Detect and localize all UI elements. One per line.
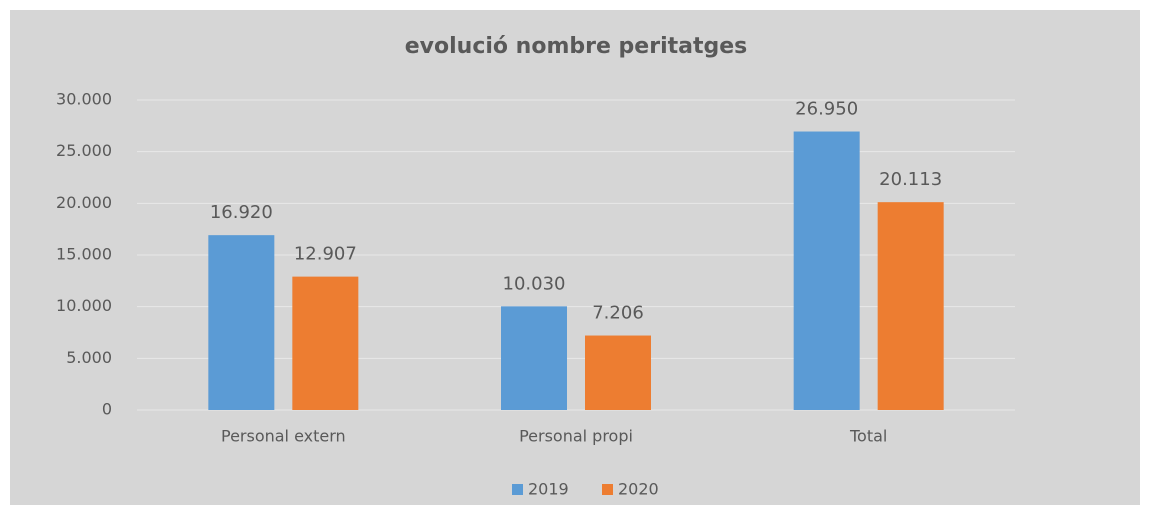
y-tick-label: 5.000: [66, 348, 112, 367]
bar: [877, 202, 944, 410]
y-tick-label: 25.000: [56, 141, 112, 160]
bar: [208, 235, 275, 410]
data-label: 7.206: [592, 303, 644, 324]
chart-title: evolució nombre peritatges: [405, 34, 748, 59]
legend-swatch: [602, 484, 613, 495]
data-label: 26.950: [795, 99, 858, 120]
data-label: 20.113: [879, 169, 942, 190]
bar: [501, 306, 567, 410]
data-label: 16.920: [210, 202, 273, 223]
y-tick-label: 0: [102, 400, 112, 419]
legend-swatch: [512, 484, 523, 495]
bar: [585, 335, 651, 410]
y-tick-label: 30.000: [56, 90, 112, 109]
data-label: 12.907: [294, 244, 357, 265]
legend-label: 2020: [618, 480, 659, 499]
y-tick-label: 20.000: [56, 193, 112, 212]
x-tick-label: Personal propi: [519, 427, 633, 446]
bar: [793, 131, 860, 410]
y-tick-label: 10.000: [56, 296, 112, 315]
x-tick-label: Personal extern: [221, 427, 346, 446]
chart-background: [10, 10, 1140, 505]
legend-label: 2019: [528, 480, 569, 499]
y-tick-label: 15.000: [56, 245, 112, 264]
x-tick-label: Total: [849, 427, 887, 446]
bar: [292, 276, 359, 410]
data-label: 10.030: [503, 273, 566, 294]
